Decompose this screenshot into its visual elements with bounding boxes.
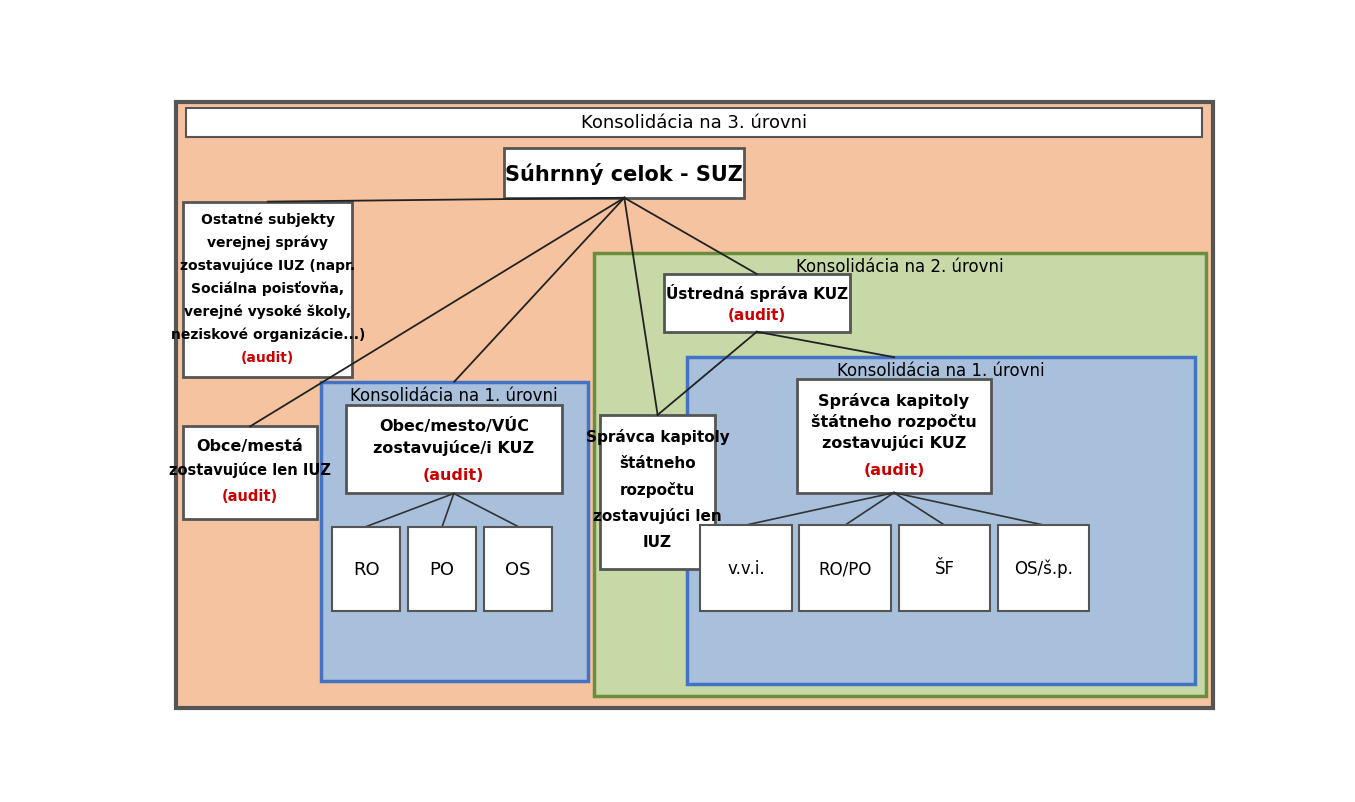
- Text: v.v.i.: v.v.i.: [728, 560, 764, 577]
- FancyBboxPatch shape: [997, 525, 1089, 611]
- FancyBboxPatch shape: [332, 527, 400, 611]
- Text: štátneho rozpočtu: štátneho rozpočtu: [812, 414, 977, 430]
- FancyBboxPatch shape: [321, 383, 588, 681]
- Text: PO: PO: [430, 561, 455, 578]
- FancyBboxPatch shape: [799, 525, 890, 611]
- FancyBboxPatch shape: [687, 358, 1195, 685]
- FancyBboxPatch shape: [176, 103, 1213, 707]
- Text: Konsolidácia na 1. úrovni: Konsolidácia na 1. úrovni: [837, 362, 1045, 380]
- Text: RO: RO: [352, 561, 379, 578]
- Text: OS: OS: [505, 561, 531, 578]
- Text: zostavujúce/i KUZ: zostavujúce/i KUZ: [373, 439, 534, 456]
- Text: neziskové organizácie...): neziskové organizácie...): [171, 327, 364, 342]
- FancyBboxPatch shape: [593, 254, 1206, 696]
- Text: zostavujúce len IUZ: zostavujúce len IUZ: [169, 461, 331, 477]
- Text: Konsolidácia na 1. úrovni: Konsolidácia na 1. úrovni: [351, 387, 558, 404]
- FancyBboxPatch shape: [701, 525, 791, 611]
- Text: Ústredná správa KUZ: Ústredná správa KUZ: [665, 284, 848, 302]
- Text: zostavujúce IUZ (napr.: zostavujúce IUZ (napr.: [180, 258, 355, 273]
- Text: Obec/mesto/VÚC: Obec/mesto/VÚC: [379, 417, 528, 433]
- Text: (audit): (audit): [423, 467, 485, 482]
- FancyBboxPatch shape: [346, 405, 561, 494]
- FancyBboxPatch shape: [797, 379, 991, 493]
- Text: verejné vysoké školy,: verejné vysoké školy,: [184, 304, 351, 319]
- Text: Sociálna poisťovňa,: Sociálna poisťovňa,: [191, 281, 344, 296]
- Text: štátneho: štátneho: [619, 456, 696, 471]
- Text: (audit): (audit): [222, 488, 278, 504]
- FancyBboxPatch shape: [600, 415, 715, 569]
- FancyBboxPatch shape: [183, 202, 352, 378]
- FancyBboxPatch shape: [183, 427, 317, 519]
- Text: IUZ: IUZ: [644, 534, 672, 549]
- Text: verejnej správy: verejnej správy: [207, 235, 328, 249]
- Text: zostavujúci len: zostavujúci len: [593, 508, 722, 524]
- Text: (audit): (audit): [863, 463, 924, 477]
- Text: Obce/mestá: Obce/mestá: [196, 439, 304, 454]
- Text: Ostatné subjekty: Ostatné subjekty: [201, 212, 335, 226]
- FancyBboxPatch shape: [187, 108, 1202, 138]
- FancyBboxPatch shape: [664, 274, 850, 332]
- Text: (audit): (audit): [241, 350, 294, 365]
- FancyBboxPatch shape: [408, 527, 476, 611]
- FancyBboxPatch shape: [484, 527, 553, 611]
- Text: Konsolidácia na 3. úrovni: Konsolidácia na 3. úrovni: [581, 114, 808, 132]
- Text: ŠF: ŠF: [935, 560, 954, 577]
- Text: OS/š.p.: OS/š.p.: [1014, 559, 1073, 577]
- FancyBboxPatch shape: [504, 148, 744, 199]
- Text: Správca kapitoly: Správca kapitoly: [818, 393, 969, 409]
- Text: Súhrnný celok - SUZ: Súhrnný celok - SUZ: [505, 163, 744, 184]
- FancyBboxPatch shape: [898, 525, 991, 611]
- Text: Konsolidácia na 2. úrovni: Konsolidácia na 2. úrovni: [797, 258, 1004, 276]
- Text: zostavujúci KUZ: zostavujúci KUZ: [822, 435, 966, 450]
- Text: RO/PO: RO/PO: [818, 560, 871, 577]
- Text: Správca kapitoly: Správca kapitoly: [585, 429, 729, 445]
- Text: (audit): (audit): [728, 307, 786, 322]
- Text: rozpočtu: rozpočtu: [621, 481, 695, 497]
